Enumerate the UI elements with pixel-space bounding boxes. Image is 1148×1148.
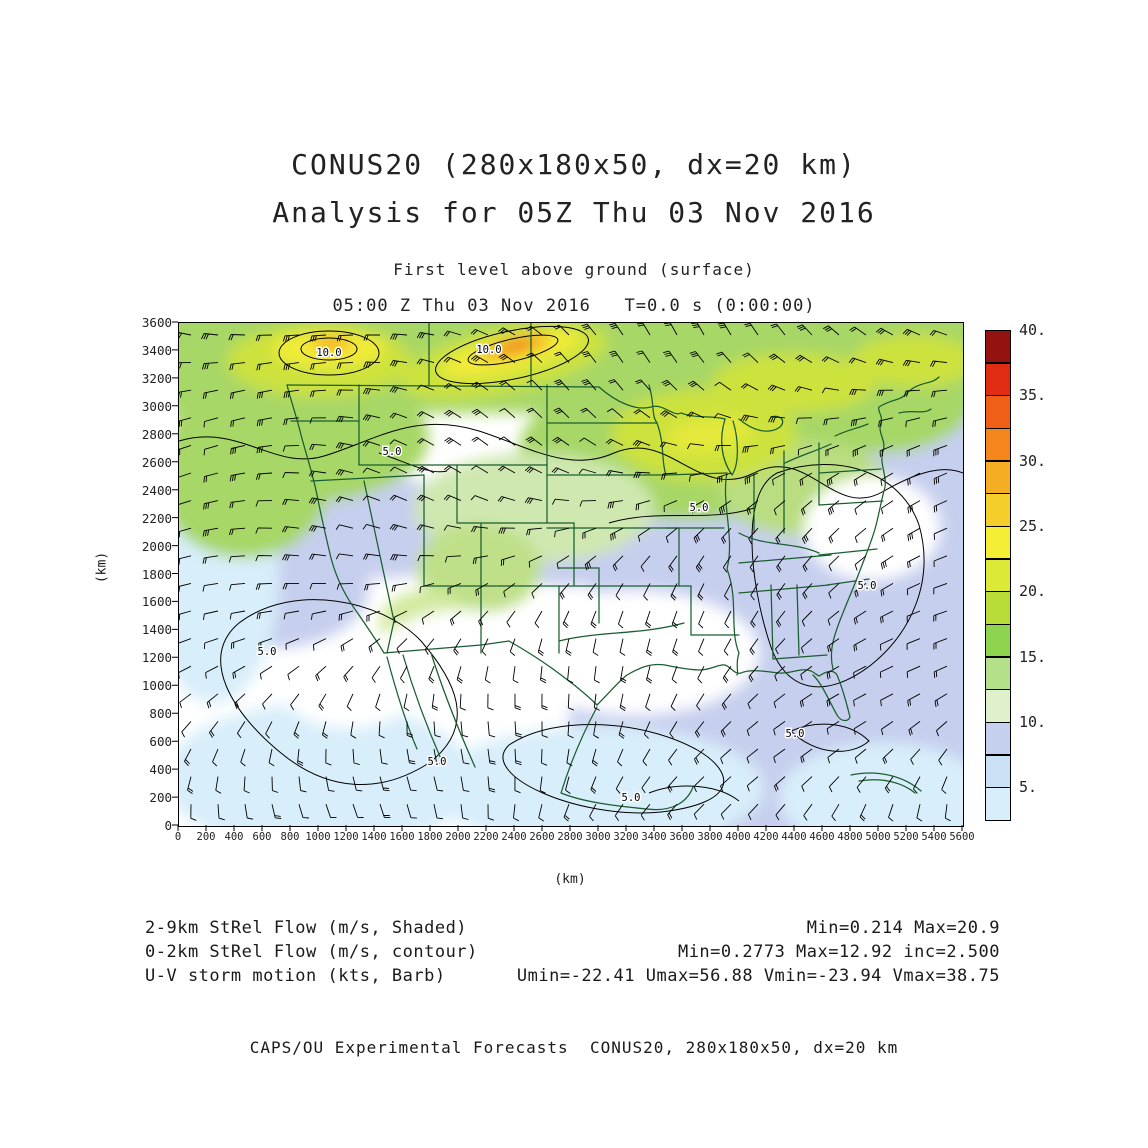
x-tick-label: 2600	[529, 831, 555, 843]
x-tick-label: 400	[224, 831, 244, 843]
x-tick-label: 3000	[585, 831, 611, 843]
x-tick-label: 2800	[557, 831, 583, 843]
x-tick-label: 1800	[417, 831, 443, 843]
y-tick-label: 200	[149, 790, 172, 806]
legend-barb-label: U-V storm motion (kts, Barb)	[145, 966, 446, 986]
y-tick-label: 1000	[141, 678, 172, 694]
x-tick-label: 200	[196, 831, 216, 843]
contour-value-label: 10.0	[476, 344, 501, 356]
colorbar-segment	[985, 330, 1011, 364]
x-tick-label: 3600	[669, 831, 695, 843]
colorbar-segment	[985, 656, 1011, 691]
x-tick-label: 800	[280, 831, 300, 843]
y-tick-label: 3600	[141, 315, 172, 330]
colorbar-segment	[985, 722, 1011, 756]
y-tick-label: 3400	[141, 342, 172, 358]
x-tick-label: 2000	[445, 831, 471, 843]
colorbar-tick-label: 25.	[1019, 517, 1047, 535]
y-tick-label: 400	[149, 762, 172, 778]
colorbar-segment	[985, 526, 1011, 560]
y-tick-label: 800	[149, 706, 172, 722]
shaded-field-layer	[179, 323, 963, 826]
colorbar-tick-label: 20.	[1019, 582, 1047, 601]
colorbar-tick-label: 30.	[1019, 451, 1047, 470]
x-tick-label: 4600	[809, 831, 835, 843]
colorbar-segment	[985, 558, 1011, 593]
legend-shaded-stats: Min=0.214 Max=20.9	[806, 918, 1000, 938]
valid-time-line: 05:00 Z Thu 03 Nov 2016 T=0.0 s (0:00:00…	[332, 296, 816, 316]
x-tick-label: 5200	[893, 831, 919, 843]
contour-value-label: 5.0	[858, 580, 877, 592]
x-axis-label: (km)	[554, 872, 586, 887]
colorbar-tick-label: 5.	[1019, 778, 1038, 797]
colorbar-segment	[985, 787, 1011, 821]
y-tick-label: 2400	[141, 482, 172, 498]
contour-value-label: 5.0	[622, 792, 641, 804]
y-tick-label: 1400	[141, 622, 172, 638]
y-tick-label: 1600	[141, 594, 172, 610]
x-tick-label: 4400	[781, 831, 807, 843]
y-tick-label: 0	[164, 818, 172, 833]
y-tick-label: 2200	[141, 510, 172, 526]
conus-map: 10.0 10.0 5.0 5.0 5.0 5.0 5.0 5.0 5.0	[179, 323, 963, 826]
colorbar-segment	[985, 428, 1011, 462]
x-tick-label: 3400	[641, 831, 667, 843]
y-tick-label: 3000	[141, 398, 172, 414]
colorbar-tick-label: 15.	[1019, 647, 1047, 666]
x-tick-label: 1200	[333, 831, 359, 843]
contour-value-label: 5.0	[690, 502, 709, 514]
x-tick-label: 3800	[697, 831, 723, 843]
x-tick-label: 1000	[305, 831, 331, 843]
colorbar-tick-label: 35.	[1019, 386, 1047, 405]
x-tick-label: 2200	[473, 831, 499, 843]
colorbar-segment	[985, 624, 1011, 658]
x-tick-label: 3200	[613, 831, 639, 843]
x-tick-label: 5600	[949, 831, 975, 843]
x-tick-label: 5000	[865, 831, 891, 843]
colorbar-segment	[985, 460, 1011, 495]
map-plot-area: 10.0 10.0 5.0 5.0 5.0 5.0 5.0 5.0 5.0	[178, 322, 964, 827]
level-subtitle: First level above ground (surface)	[393, 260, 755, 279]
colorbar-tick-label: 10.	[1019, 713, 1047, 731]
legend-barb-stats: Umin=-22.41 Umax=56.88 Vmin=-23.94 Vmax=…	[516, 966, 1000, 986]
x-tick-label: 1400	[361, 831, 387, 843]
contour-value-label: 10.0	[316, 347, 341, 359]
x-tick-label: 4000	[725, 831, 751, 843]
legend-contour-stats: Min=0.2773 Max=12.92 inc=2.500	[677, 942, 1000, 962]
y-tick-label: 1200	[141, 650, 172, 666]
chart-title-line1: CONUS20 (280x180x50, dx=20 km)	[291, 148, 857, 181]
colorbar-segment	[985, 493, 1011, 527]
x-tick-label: 0	[174, 831, 182, 843]
x-tick-label: 1600	[389, 831, 415, 843]
colorbar	[985, 330, 1011, 821]
y-tick-label: 2600	[141, 454, 172, 470]
contour-value-label: 5.0	[428, 756, 447, 768]
y-tick-label: 1800	[141, 566, 172, 582]
y-tick-label: 600	[149, 734, 172, 750]
legend-contour-label: 0-2km StRel Flow (m/s, contour)	[145, 942, 478, 962]
y-tick-label: 2000	[141, 538, 172, 554]
colorbar-tick-label: 40.	[1019, 321, 1047, 339]
y-tick-label: 2800	[141, 426, 172, 442]
x-tick-label: 2400	[501, 831, 527, 843]
colorbar-segment	[985, 689, 1011, 723]
contour-value-label: 5.0	[383, 446, 402, 458]
footer-credit: CAPS/OU Experimental Forecasts CONUS20, …	[249, 1038, 899, 1057]
legend-shaded-label: 2-9km StRel Flow (m/s, Shaded)	[145, 918, 468, 938]
x-tick-label: 600	[252, 831, 272, 843]
contour-value-label: 5.0	[786, 728, 805, 740]
chart-title-line2: Analysis for 05Z Thu 03 Nov 2016	[272, 196, 876, 229]
colorbar-segment	[985, 395, 1011, 429]
x-tick-label: 4200	[753, 831, 779, 843]
contour-value-label: 5.0	[258, 646, 277, 658]
colorbar-segment	[985, 754, 1011, 789]
y-tick-label: 3200	[141, 370, 172, 386]
x-tick-label: 4800	[837, 831, 863, 843]
colorbar-segment	[985, 591, 1011, 625]
colorbar-segment	[985, 362, 1011, 397]
x-tick-label: 5400	[921, 831, 947, 843]
